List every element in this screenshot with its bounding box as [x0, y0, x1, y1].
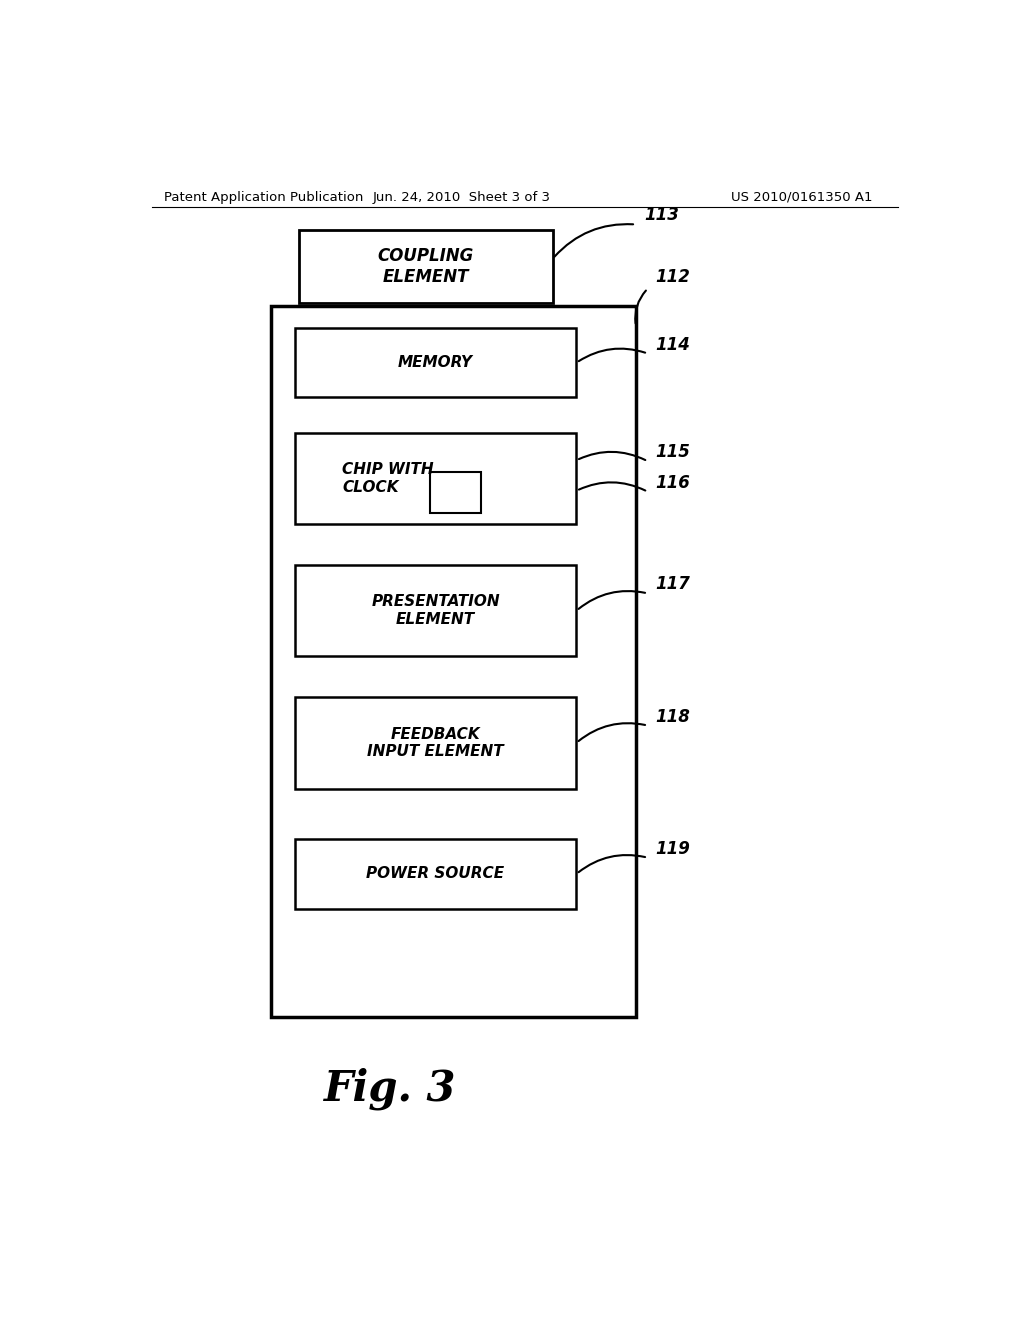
Bar — [299, 230, 553, 302]
Text: 119: 119 — [655, 840, 690, 858]
Bar — [295, 565, 577, 656]
Text: 116: 116 — [655, 474, 690, 492]
Text: CHIP WITH
CLOCK: CHIP WITH CLOCK — [342, 462, 434, 495]
Text: 114: 114 — [655, 335, 690, 354]
Text: 112: 112 — [655, 268, 690, 286]
Bar — [295, 329, 577, 397]
Bar — [270, 306, 636, 1018]
Text: PRESENTATION
ELEMENT: PRESENTATION ELEMENT — [372, 594, 500, 627]
Text: 115: 115 — [655, 444, 690, 461]
Bar — [295, 433, 577, 524]
Text: MEMORY: MEMORY — [398, 355, 473, 370]
Text: Jun. 24, 2010  Sheet 3 of 3: Jun. 24, 2010 Sheet 3 of 3 — [373, 190, 550, 203]
Text: Fig. 3: Fig. 3 — [324, 1067, 456, 1110]
Text: US 2010/0161350 A1: US 2010/0161350 A1 — [731, 190, 872, 203]
Text: COUPLING
ELEMENT: COUPLING ELEMENT — [378, 247, 474, 285]
Bar — [295, 840, 577, 908]
Text: FEEDBACK
INPUT ELEMENT: FEEDBACK INPUT ELEMENT — [368, 726, 504, 759]
Bar — [295, 697, 577, 788]
Text: 113: 113 — [644, 206, 679, 224]
Text: Patent Application Publication: Patent Application Publication — [164, 190, 364, 203]
Bar — [430, 473, 481, 513]
Text: 118: 118 — [655, 708, 690, 726]
Text: 117: 117 — [655, 576, 690, 594]
Text: POWER SOURCE: POWER SOURCE — [367, 866, 505, 882]
